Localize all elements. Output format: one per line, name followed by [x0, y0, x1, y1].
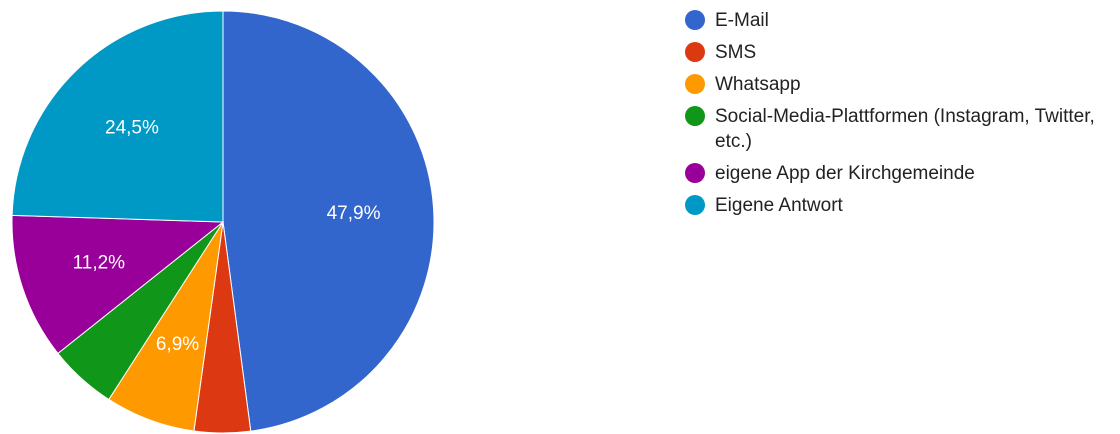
legend-swatch	[685, 42, 705, 62]
legend-swatch	[685, 195, 705, 215]
legend-item-own-answer[interactable]: Eigene Antwort	[685, 193, 1115, 218]
legend-swatch	[685, 74, 705, 94]
legend-label: Eigene Antwort	[715, 195, 843, 216]
pie-slice-eigene-antwort[interactable]	[11, 10, 224, 223]
slice-value-label: 47,9%	[327, 203, 381, 224]
pie-slice-e-mail[interactable]	[222, 10, 435, 432]
legend-item-email[interactable]: E-Mail	[685, 8, 1115, 33]
legend: E-Mail SMS Whatsapp Social-Media-Plattfo…	[685, 8, 1115, 225]
slice-value-label: 11,2%	[73, 253, 126, 274]
slice-value-label: 24,5%	[105, 118, 159, 139]
legend-label: Whatsapp	[715, 74, 801, 95]
pie-chart: 47,9% 6,9% 11,2% 24,5%	[11, 10, 435, 434]
legend-swatch	[685, 163, 705, 183]
legend-label: E-Mail	[715, 10, 769, 31]
legend-swatch	[685, 10, 705, 30]
legend-item-social-media[interactable]: Social-Media-Plattformen (Instagram, Twi…	[685, 104, 1115, 154]
legend-label: Social-Media-Plattformen (Instagram, Twi…	[715, 106, 1095, 152]
legend-label: eigene App der Kirchgemeinde	[715, 163, 975, 184]
slice-value-label: 6,9%	[156, 334, 199, 355]
legend-label: SMS	[715, 42, 757, 63]
legend-item-sms[interactable]: SMS	[685, 40, 1115, 65]
legend-item-whatsapp[interactable]: Whatsapp	[685, 72, 1115, 97]
legend-item-app[interactable]: eigene App der Kirchgemeinde	[685, 161, 1115, 186]
legend-swatch	[685, 106, 705, 126]
pie-slice-eigene-app-der-kirchgemeinde[interactable]	[11, 214, 225, 355]
